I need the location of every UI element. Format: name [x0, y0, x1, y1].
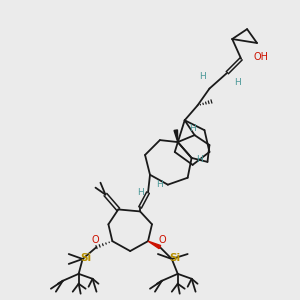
- Text: H: H: [157, 180, 163, 189]
- Text: OH: OH: [254, 52, 268, 62]
- Text: H: H: [137, 188, 143, 197]
- Polygon shape: [174, 130, 178, 142]
- Text: Si: Si: [169, 253, 180, 263]
- Text: H: H: [199, 72, 206, 81]
- Text: Si: Si: [80, 253, 91, 263]
- Text: H: H: [189, 124, 196, 133]
- Text: O: O: [158, 235, 166, 245]
- Polygon shape: [148, 241, 161, 249]
- Text: O: O: [92, 235, 99, 245]
- Text: H: H: [234, 78, 241, 87]
- Text: H: H: [196, 155, 203, 164]
